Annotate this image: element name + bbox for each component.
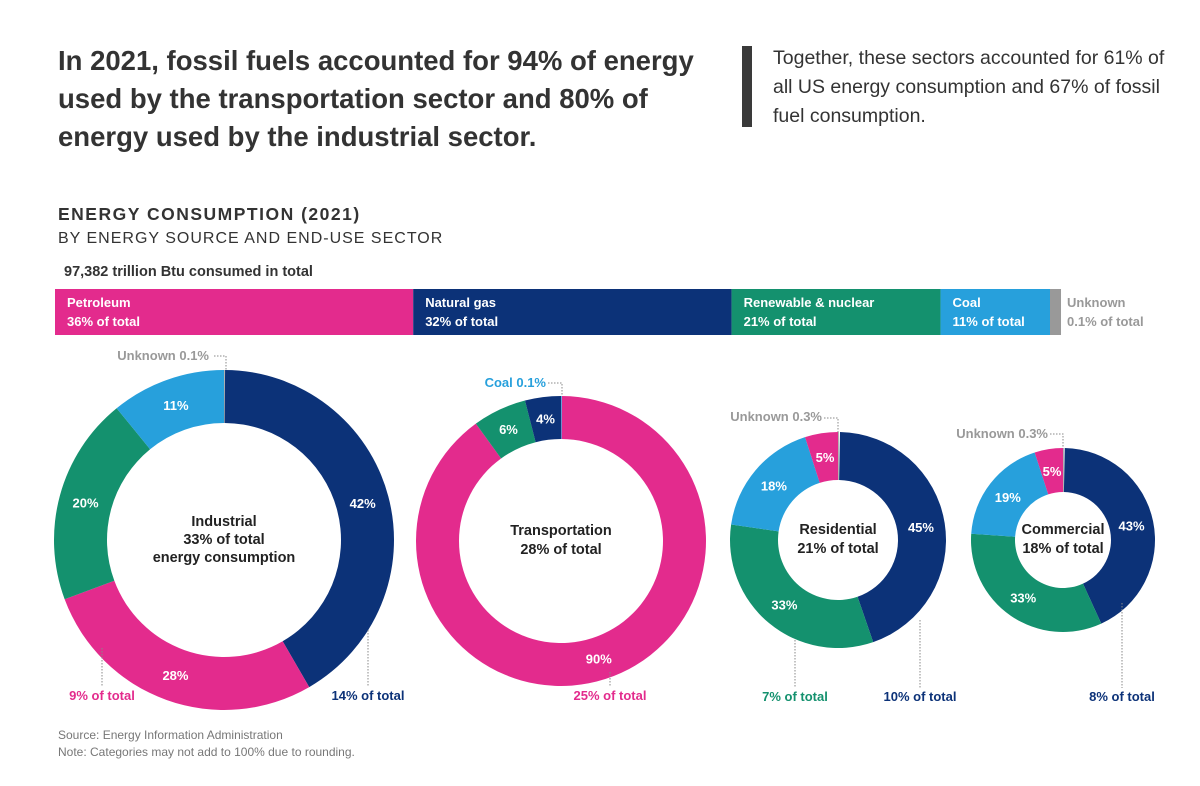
center-label-commercial-2: 18% of total: [1022, 541, 1103, 557]
donut-slice-industrial-renewable: [53, 408, 151, 600]
leader-line-transportation: [548, 382, 563, 396]
donut-slice-industrial-petroleum: [64, 580, 310, 711]
bar-label-renewable-nuclear: Renewable & nuclear: [744, 295, 875, 310]
slice-label-residential-renewable: 33%: [771, 598, 797, 613]
donut-slice-residential-natural-gas: [839, 432, 947, 643]
slice-label-industrial-renewable: 20%: [73, 495, 99, 510]
bar-value-coal: 11% of total: [953, 314, 1025, 329]
bar-segment-renewable-nuclear: [731, 289, 941, 335]
chart-title: ENERGY CONSUMPTION (2021): [58, 204, 361, 224]
center-label-transportation-1: Transportation: [510, 523, 612, 539]
slice-label-industrial-natural-gas: 42%: [350, 496, 376, 511]
bar-segment-unknown: [1050, 289, 1062, 335]
bar-label-petroleum: Petroleum: [67, 295, 131, 310]
bar-label-unknown: Unknown: [1067, 295, 1126, 310]
leader-line-industrial: [214, 355, 227, 371]
donut-slice-residential-petroleum: [805, 432, 838, 483]
leader-line-residential: [824, 417, 839, 432]
slice-label-commercial-renewable: 33%: [1010, 591, 1036, 606]
donut-slice-commercial-petroleum: [1034, 448, 1063, 495]
bar-value-natural-gas: 32% of total: [425, 314, 498, 329]
bar-value-petroleum: 36% of total: [67, 314, 140, 329]
slice-label-residential-natural-gas: 45%: [908, 520, 934, 535]
center-label-industrial-2: 33% of total: [183, 532, 264, 548]
quote-bar: [742, 46, 752, 127]
donut-slice-transportation-petroleum: [415, 396, 706, 687]
annotation-industrial-petroleum: 9% of total: [69, 688, 135, 703]
annotation-residential-renewable: 7% of total: [762, 689, 828, 704]
center-label-commercial-1: Commercial: [1021, 522, 1104, 538]
source-note: Source: Energy Information Administratio…: [58, 727, 355, 761]
donut-slice-industrial-coal: [116, 370, 224, 450]
donut-slice-residential-renewable: [729, 524, 874, 649]
headline: In 2021, fossil fuels accounted for 94% …: [58, 45, 694, 152]
donut-slice-transportation-natural-gas: [524, 396, 561, 443]
center-label-residential-1: Residential: [799, 522, 876, 538]
chart-subtitle: BY ENERGY SOURCE AND END-USE SECTOR: [58, 230, 444, 247]
center-label-residential-2: 21% of total: [797, 541, 878, 557]
annotation-commercial-natural-gas: 8% of total: [1089, 689, 1155, 704]
slice-label-industrial-coal: 11%: [163, 398, 189, 413]
slice-label-commercial-coal: 19%: [995, 490, 1021, 505]
slice-label-transportation-renewable: 6%: [499, 422, 518, 437]
slice-label-residential-coal: 18%: [761, 479, 787, 494]
center-label-industrial-1: Industrial: [191, 514, 256, 530]
bar-segment-natural-gas: [413, 289, 732, 335]
slice-label-residential-unknown: Unknown 0.3%: [730, 409, 822, 424]
annotation-residential-natural-gas: 10% of total: [884, 689, 957, 704]
bar-label-natural-gas: Natural gas: [425, 295, 496, 310]
donut-slice-commercial-coal: [971, 452, 1049, 537]
annotation-industrial-natural-gas: 14% of total: [332, 688, 405, 703]
donut-slice-commercial-renewable: [971, 533, 1102, 632]
note: Note: Categories may not add to 100% due…: [58, 745, 355, 759]
source: Source: Energy Information Administratio…: [58, 728, 283, 742]
slice-label-commercial-unknown: Unknown 0.3%: [956, 426, 1048, 441]
slice-label-residential-petroleum: 5%: [816, 450, 835, 465]
slice-label-transportation-coal: Coal 0.1%: [485, 375, 547, 390]
slice-label-transportation-petroleum: 90%: [586, 652, 612, 667]
donut-slice-transportation-renewable: [475, 400, 536, 459]
slice-label-commercial-natural-gas: 43%: [1119, 519, 1145, 534]
bar-label-coal: Coal: [953, 295, 981, 310]
slice-label-transportation-natural-gas: 4%: [536, 411, 555, 426]
donut-slice-commercial-natural-gas: [1063, 448, 1156, 624]
bar-segment-coal: [940, 289, 1051, 335]
bar-value-unknown: 0.1% of total: [1067, 314, 1144, 329]
donut-slice-residential-coal: [731, 437, 820, 532]
slice-label-industrial-unknown: Unknown 0.1%: [117, 348, 209, 363]
annotation-transportation-petroleum: 25% of total: [574, 688, 647, 703]
donut-slice-industrial-natural-gas: [224, 370, 395, 688]
bar-value-renewable-nuclear: 21% of total: [744, 314, 817, 329]
quote: Together, these sectors accounted for 61…: [773, 47, 1165, 127]
leader-line-commercial: [1050, 433, 1064, 448]
slice-label-commercial-petroleum: 5%: [1043, 464, 1062, 479]
total-label: 97,382 trillion Btu consumed in total: [64, 264, 313, 280]
center-label-industrial-3: energy consumption: [153, 550, 296, 566]
center-label-transportation-2: 28% of total: [520, 542, 601, 558]
slice-label-industrial-petroleum: 28%: [162, 668, 188, 683]
bar-segment-petroleum: [55, 289, 414, 335]
